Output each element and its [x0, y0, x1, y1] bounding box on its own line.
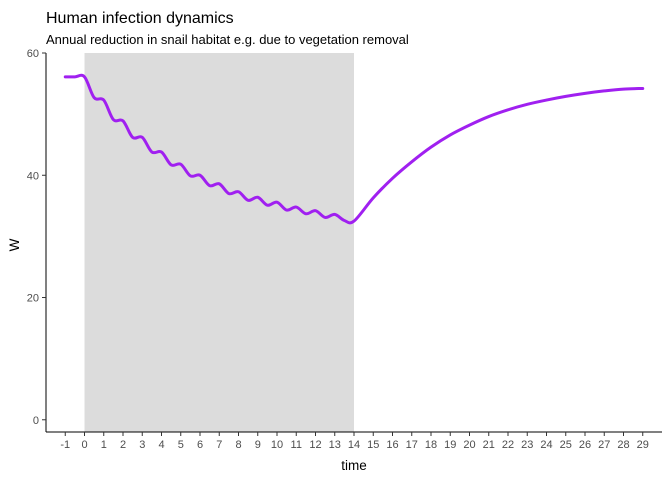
x-tick-label: 29	[637, 439, 649, 451]
y-tick-label: 0	[33, 415, 39, 427]
x-tick-label: 6	[197, 439, 203, 451]
x-axis-title: time	[341, 458, 367, 473]
x-tick-label: 5	[178, 439, 184, 451]
x-tick-label: 8	[235, 439, 241, 451]
x-tick-label: 28	[617, 439, 629, 451]
x-tick-label: -1	[60, 439, 70, 451]
x-tick-label: 21	[483, 439, 495, 451]
series-line-0	[63, 73, 645, 225]
x-tick-label: 1	[101, 439, 107, 451]
x-tick-label: 12	[309, 439, 321, 451]
x-tick-label: 9	[255, 439, 261, 451]
shaded-region	[84, 53, 354, 432]
x-tick-label: 20	[463, 439, 475, 451]
y-axis-title: W	[7, 238, 22, 251]
x-tick-label: 10	[271, 439, 283, 451]
x-tick-label: 24	[540, 439, 552, 451]
x-tick-label: 14	[348, 439, 360, 451]
x-tick-label: 3	[139, 439, 145, 451]
x-tick-label: 16	[386, 439, 398, 451]
x-tick-label: 0	[81, 439, 87, 451]
x-tick-label: 26	[579, 439, 591, 451]
x-tick-label: 11	[291, 439, 302, 451]
x-tick-label: 2	[120, 439, 126, 451]
x-tick-label: 7	[216, 439, 222, 451]
x-tick-label: 4	[158, 439, 164, 451]
y-tick-label: 60	[27, 48, 39, 60]
x-tick-label: 13	[329, 439, 341, 451]
x-tick-label: 19	[444, 439, 456, 451]
x-tick-label: 15	[367, 439, 379, 451]
x-tick-label: 18	[425, 439, 437, 451]
x-tick-label: 25	[560, 439, 572, 451]
x-tick-label: 23	[521, 439, 533, 451]
x-tick-label: 22	[502, 439, 514, 451]
x-tick-label: 17	[406, 439, 418, 451]
y-tick-label: 20	[27, 293, 39, 305]
chart-title: Human infection dynamics	[46, 10, 234, 27]
chart-subtitle: Annual reduction in snail habitat e.g. d…	[46, 32, 409, 47]
y-tick-label: 40	[27, 170, 39, 182]
x-tick-label: 27	[598, 439, 610, 451]
